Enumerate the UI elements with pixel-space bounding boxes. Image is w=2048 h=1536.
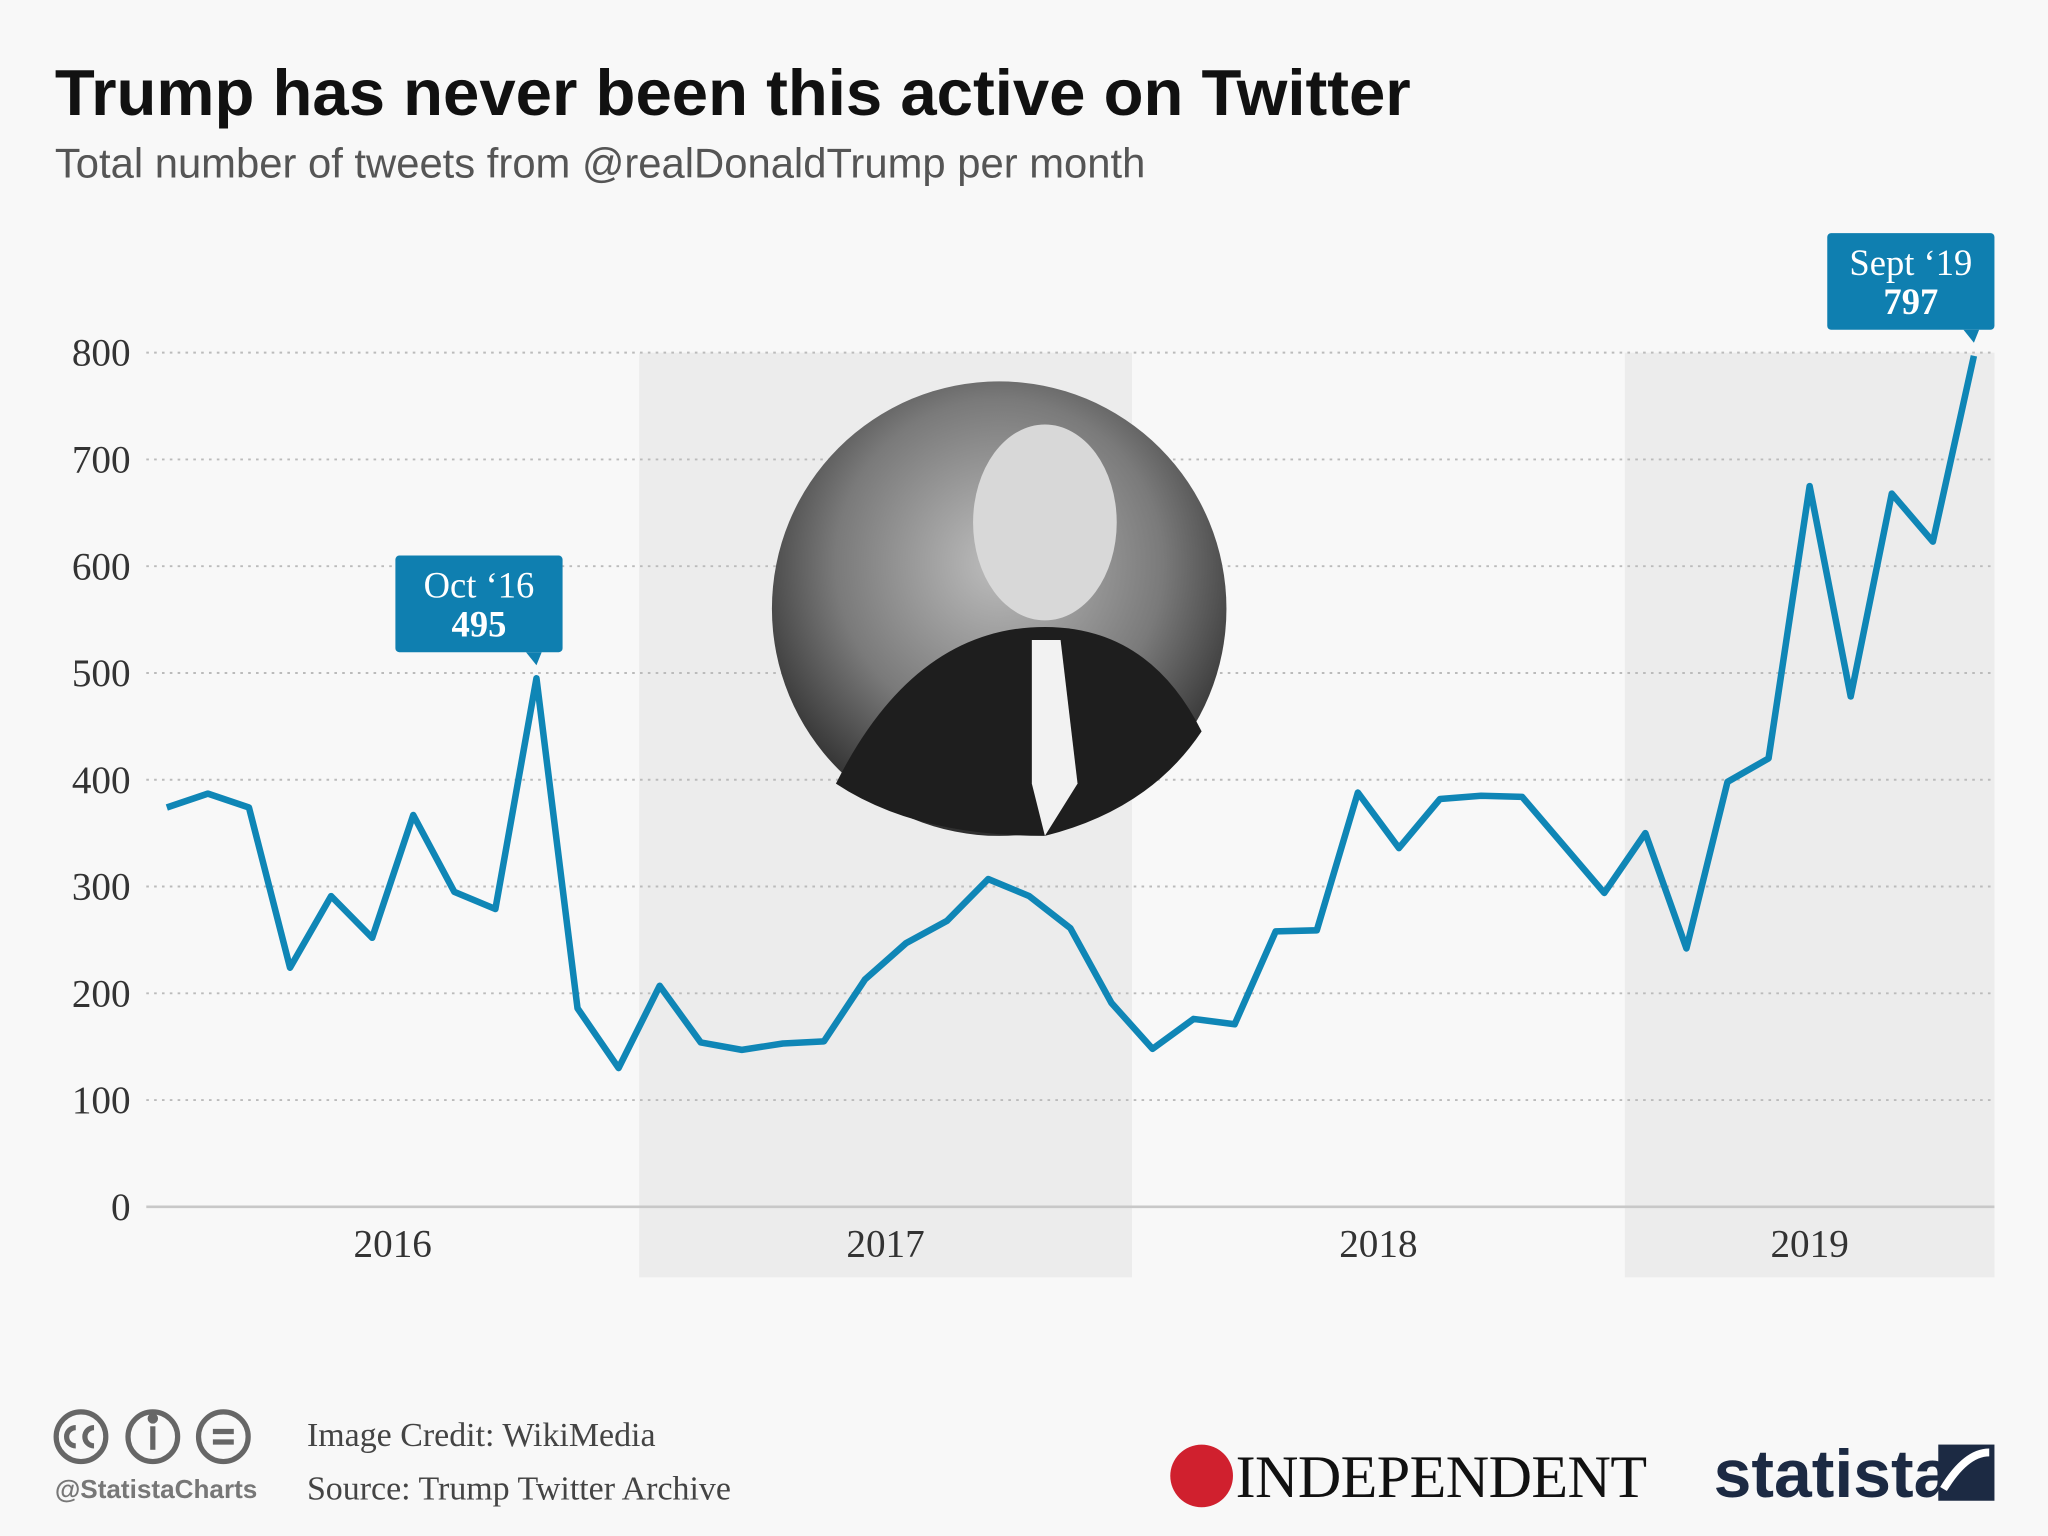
y-tick-label: 0 <box>111 1186 131 1229</box>
line <box>165 355 1978 1072</box>
x-tick-label: 2019 <box>1770 1222 1848 1265</box>
partner-name: INDEPENDENT <box>1236 1443 1647 1510</box>
chart-subtitle: Total number of tweets from @realDonaldT… <box>55 140 1146 187</box>
callout-label: Oct ‘16 <box>424 564 535 605</box>
x-tick-label: 2016 <box>354 1222 432 1265</box>
callout-box <box>1827 233 1995 330</box>
source: Source: Trump Twitter Archive <box>307 1470 731 1507</box>
brand-logo <box>1938 1444 1995 1501</box>
x-tick-label: 2017 <box>846 1222 924 1265</box>
handle: @StatistaCharts <box>55 1474 257 1504</box>
callout-label: Sept ‘19 <box>1849 242 1972 283</box>
callout-pointer <box>1963 329 1980 343</box>
y-tick-label: 200 <box>72 972 131 1015</box>
license-icons <box>53 1409 251 1465</box>
y-tick-label: 100 <box>72 1079 131 1122</box>
data-label: 495 <box>452 604 507 645</box>
image-credit: Image Credit: WikiMedia <box>307 1417 656 1454</box>
y-tick-label: 300 <box>72 866 131 909</box>
callout-pointer <box>526 652 542 666</box>
y-tick-label: 400 <box>72 759 131 802</box>
y-tick-label: 800 <box>72 332 131 375</box>
y-tick-label: 700 <box>72 438 131 481</box>
x-tick-label: 2018 <box>1339 1222 1417 1265</box>
photo <box>771 381 1227 836</box>
y-tick-label: 600 <box>72 545 131 588</box>
data-label: 797 <box>1883 281 1938 322</box>
chart-title: Trump has never been this active on Twit… <box>55 56 1411 129</box>
y-tick-label: 500 <box>72 652 131 695</box>
brand: statista <box>1714 1437 1953 1512</box>
partner-logo <box>1170 1444 1233 1508</box>
callout-box <box>395 555 563 653</box>
